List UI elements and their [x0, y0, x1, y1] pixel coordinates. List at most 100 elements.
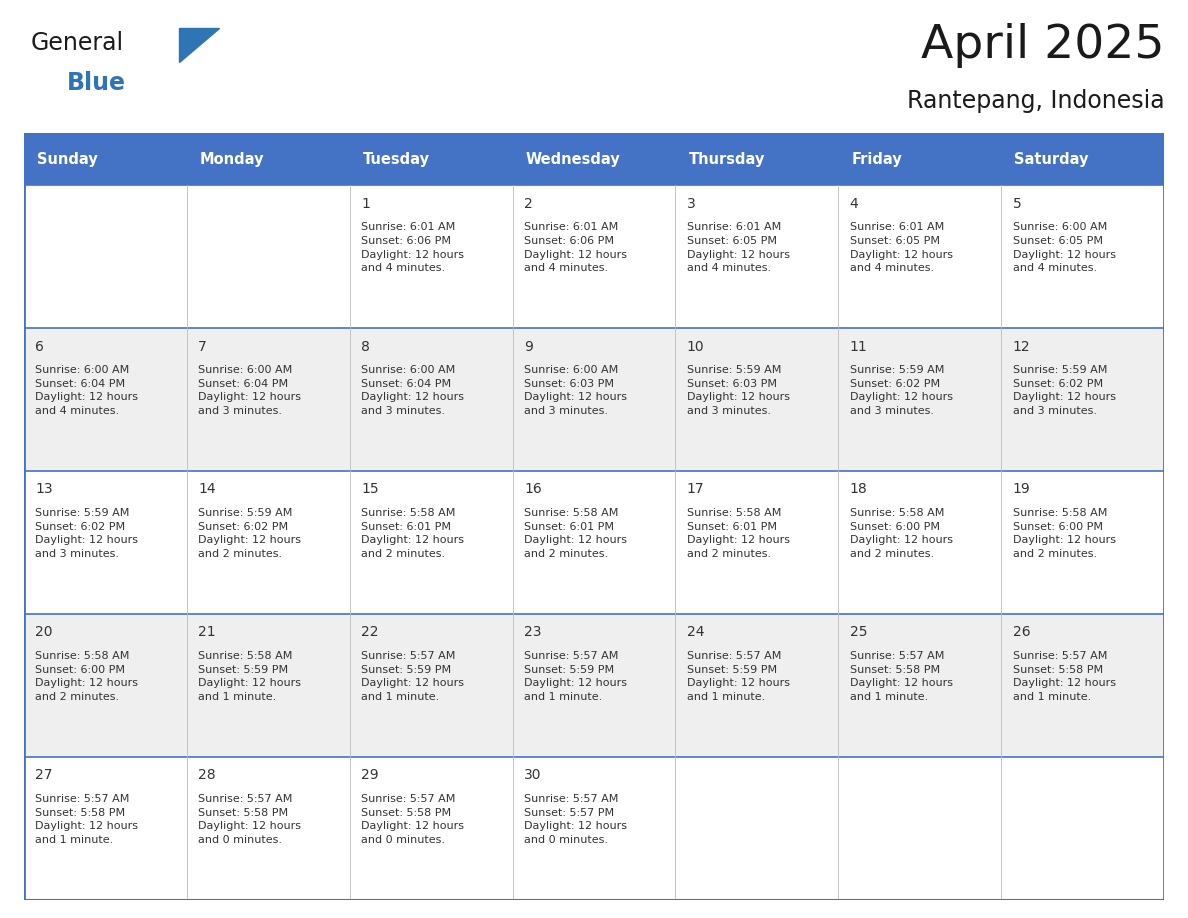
Text: Sunrise: 5:57 AM
Sunset: 5:59 PM
Daylight: 12 hours
and 1 minute.: Sunrise: 5:57 AM Sunset: 5:59 PM Dayligh…: [524, 651, 627, 702]
Text: 16: 16: [524, 483, 542, 497]
Text: Sunrise: 5:59 AM
Sunset: 6:03 PM
Daylight: 12 hours
and 3 minutes.: Sunrise: 5:59 AM Sunset: 6:03 PM Dayligh…: [687, 365, 790, 416]
Text: Blue: Blue: [67, 72, 126, 95]
Text: 30: 30: [524, 768, 542, 782]
Bar: [349, 328, 512, 471]
Bar: [24, 614, 187, 756]
Bar: [512, 756, 676, 900]
Text: Wednesday: Wednesday: [525, 151, 620, 167]
Bar: [1001, 756, 1164, 900]
Bar: [839, 133, 1001, 185]
Bar: [676, 471, 839, 614]
Bar: [676, 185, 839, 328]
Text: Sunrise: 5:57 AM
Sunset: 5:58 PM
Daylight: 12 hours
and 0 minutes.: Sunrise: 5:57 AM Sunset: 5:58 PM Dayligh…: [361, 794, 465, 845]
Text: 1: 1: [361, 196, 369, 210]
Bar: [187, 133, 349, 185]
Text: Sunrise: 5:58 AM
Sunset: 6:00 PM
Daylight: 12 hours
and 2 minutes.: Sunrise: 5:58 AM Sunset: 6:00 PM Dayligh…: [36, 651, 138, 702]
Bar: [349, 614, 512, 756]
Text: Sunrise: 6:00 AM
Sunset: 6:03 PM
Daylight: 12 hours
and 3 minutes.: Sunrise: 6:00 AM Sunset: 6:03 PM Dayligh…: [524, 365, 627, 416]
Bar: [349, 756, 512, 900]
Bar: [187, 185, 349, 328]
Text: Sunrise: 5:58 AM
Sunset: 6:01 PM
Daylight: 12 hours
and 2 minutes.: Sunrise: 5:58 AM Sunset: 6:01 PM Dayligh…: [524, 509, 627, 559]
Bar: [839, 185, 1001, 328]
Text: 14: 14: [198, 483, 216, 497]
Text: 10: 10: [687, 340, 704, 353]
Text: Sunrise: 6:01 AM
Sunset: 6:06 PM
Daylight: 12 hours
and 4 minutes.: Sunrise: 6:01 AM Sunset: 6:06 PM Dayligh…: [361, 222, 465, 274]
Bar: [839, 471, 1001, 614]
Text: 24: 24: [687, 625, 704, 639]
Text: Sunrise: 5:57 AM
Sunset: 5:58 PM
Daylight: 12 hours
and 0 minutes.: Sunrise: 5:57 AM Sunset: 5:58 PM Dayligh…: [198, 794, 301, 845]
Text: Sunday: Sunday: [37, 151, 97, 167]
Bar: [1001, 133, 1164, 185]
Text: 9: 9: [524, 340, 532, 353]
Text: 8: 8: [361, 340, 369, 353]
Text: Sunrise: 6:01 AM
Sunset: 6:05 PM
Daylight: 12 hours
and 4 minutes.: Sunrise: 6:01 AM Sunset: 6:05 PM Dayligh…: [849, 222, 953, 274]
Text: Sunrise: 5:58 AM
Sunset: 6:01 PM
Daylight: 12 hours
and 2 minutes.: Sunrise: 5:58 AM Sunset: 6:01 PM Dayligh…: [687, 509, 790, 559]
Text: 19: 19: [1012, 483, 1030, 497]
Text: Sunrise: 5:57 AM
Sunset: 5:58 PM
Daylight: 12 hours
and 1 minute.: Sunrise: 5:57 AM Sunset: 5:58 PM Dayligh…: [36, 794, 138, 845]
Bar: [24, 756, 187, 900]
Text: Sunrise: 5:59 AM
Sunset: 6:02 PM
Daylight: 12 hours
and 3 minutes.: Sunrise: 5:59 AM Sunset: 6:02 PM Dayligh…: [849, 365, 953, 416]
Text: Friday: Friday: [852, 151, 902, 167]
Text: 3: 3: [687, 196, 696, 210]
Text: 2: 2: [524, 196, 532, 210]
Text: 11: 11: [849, 340, 867, 353]
Text: Thursday: Thursday: [689, 151, 765, 167]
Text: April 2025: April 2025: [921, 23, 1164, 69]
Text: 25: 25: [849, 625, 867, 639]
Bar: [1001, 471, 1164, 614]
Text: Sunrise: 6:00 AM
Sunset: 6:04 PM
Daylight: 12 hours
and 4 minutes.: Sunrise: 6:00 AM Sunset: 6:04 PM Dayligh…: [36, 365, 138, 416]
Text: Sunrise: 5:57 AM
Sunset: 5:59 PM
Daylight: 12 hours
and 1 minute.: Sunrise: 5:57 AM Sunset: 5:59 PM Dayligh…: [361, 651, 465, 702]
Bar: [512, 614, 676, 756]
Text: Sunrise: 6:01 AM
Sunset: 6:06 PM
Daylight: 12 hours
and 4 minutes.: Sunrise: 6:01 AM Sunset: 6:06 PM Dayligh…: [524, 222, 627, 274]
Text: 22: 22: [361, 625, 379, 639]
Text: Sunrise: 6:00 AM
Sunset: 6:04 PM
Daylight: 12 hours
and 3 minutes.: Sunrise: 6:00 AM Sunset: 6:04 PM Dayligh…: [361, 365, 465, 416]
Text: Sunrise: 5:58 AM
Sunset: 6:00 PM
Daylight: 12 hours
and 2 minutes.: Sunrise: 5:58 AM Sunset: 6:00 PM Dayligh…: [1012, 509, 1116, 559]
Text: 23: 23: [524, 625, 542, 639]
Text: 4: 4: [849, 196, 859, 210]
Text: Sunrise: 6:00 AM
Sunset: 6:04 PM
Daylight: 12 hours
and 3 minutes.: Sunrise: 6:00 AM Sunset: 6:04 PM Dayligh…: [198, 365, 301, 416]
Bar: [839, 756, 1001, 900]
Bar: [512, 133, 676, 185]
Bar: [1001, 328, 1164, 471]
Text: Sunrise: 5:58 AM
Sunset: 5:59 PM
Daylight: 12 hours
and 1 minute.: Sunrise: 5:58 AM Sunset: 5:59 PM Dayligh…: [198, 651, 301, 702]
Bar: [839, 328, 1001, 471]
Text: 20: 20: [36, 625, 52, 639]
Text: Sunrise: 5:59 AM
Sunset: 6:02 PM
Daylight: 12 hours
and 3 minutes.: Sunrise: 5:59 AM Sunset: 6:02 PM Dayligh…: [36, 509, 138, 559]
Text: 6: 6: [36, 340, 44, 353]
Text: 17: 17: [687, 483, 704, 497]
Text: 18: 18: [849, 483, 867, 497]
Text: 7: 7: [198, 340, 207, 353]
Bar: [187, 471, 349, 614]
Bar: [349, 185, 512, 328]
Bar: [512, 328, 676, 471]
Bar: [1001, 614, 1164, 756]
Bar: [187, 756, 349, 900]
Bar: [839, 614, 1001, 756]
Bar: [512, 471, 676, 614]
Text: Sunrise: 5:57 AM
Sunset: 5:57 PM
Daylight: 12 hours
and 0 minutes.: Sunrise: 5:57 AM Sunset: 5:57 PM Dayligh…: [524, 794, 627, 845]
Text: 29: 29: [361, 768, 379, 782]
Text: Rantepang, Indonesia: Rantepang, Indonesia: [906, 89, 1164, 113]
Text: Sunrise: 6:01 AM
Sunset: 6:05 PM
Daylight: 12 hours
and 4 minutes.: Sunrise: 6:01 AM Sunset: 6:05 PM Dayligh…: [687, 222, 790, 274]
Text: 13: 13: [36, 483, 52, 497]
Text: General: General: [31, 31, 124, 55]
Bar: [676, 614, 839, 756]
Bar: [512, 185, 676, 328]
Bar: [676, 133, 839, 185]
Text: Sunrise: 5:57 AM
Sunset: 5:58 PM
Daylight: 12 hours
and 1 minute.: Sunrise: 5:57 AM Sunset: 5:58 PM Dayligh…: [849, 651, 953, 702]
Text: Saturday: Saturday: [1015, 151, 1089, 167]
Text: Sunrise: 5:57 AM
Sunset: 5:58 PM
Daylight: 12 hours
and 1 minute.: Sunrise: 5:57 AM Sunset: 5:58 PM Dayligh…: [1012, 651, 1116, 702]
Text: 26: 26: [1012, 625, 1030, 639]
Text: Sunrise: 5:59 AM
Sunset: 6:02 PM
Daylight: 12 hours
and 2 minutes.: Sunrise: 5:59 AM Sunset: 6:02 PM Dayligh…: [198, 509, 301, 559]
Text: 12: 12: [1012, 340, 1030, 353]
Bar: [349, 133, 512, 185]
Text: Monday: Monday: [200, 151, 264, 167]
Text: 28: 28: [198, 768, 216, 782]
Text: 15: 15: [361, 483, 379, 497]
Bar: [349, 471, 512, 614]
Text: Sunrise: 5:59 AM
Sunset: 6:02 PM
Daylight: 12 hours
and 3 minutes.: Sunrise: 5:59 AM Sunset: 6:02 PM Dayligh…: [1012, 365, 1116, 416]
Text: 27: 27: [36, 768, 52, 782]
Text: Sunrise: 5:58 AM
Sunset: 6:01 PM
Daylight: 12 hours
and 2 minutes.: Sunrise: 5:58 AM Sunset: 6:01 PM Dayligh…: [361, 509, 465, 559]
Text: Tuesday: Tuesday: [362, 151, 430, 167]
Bar: [24, 328, 187, 471]
